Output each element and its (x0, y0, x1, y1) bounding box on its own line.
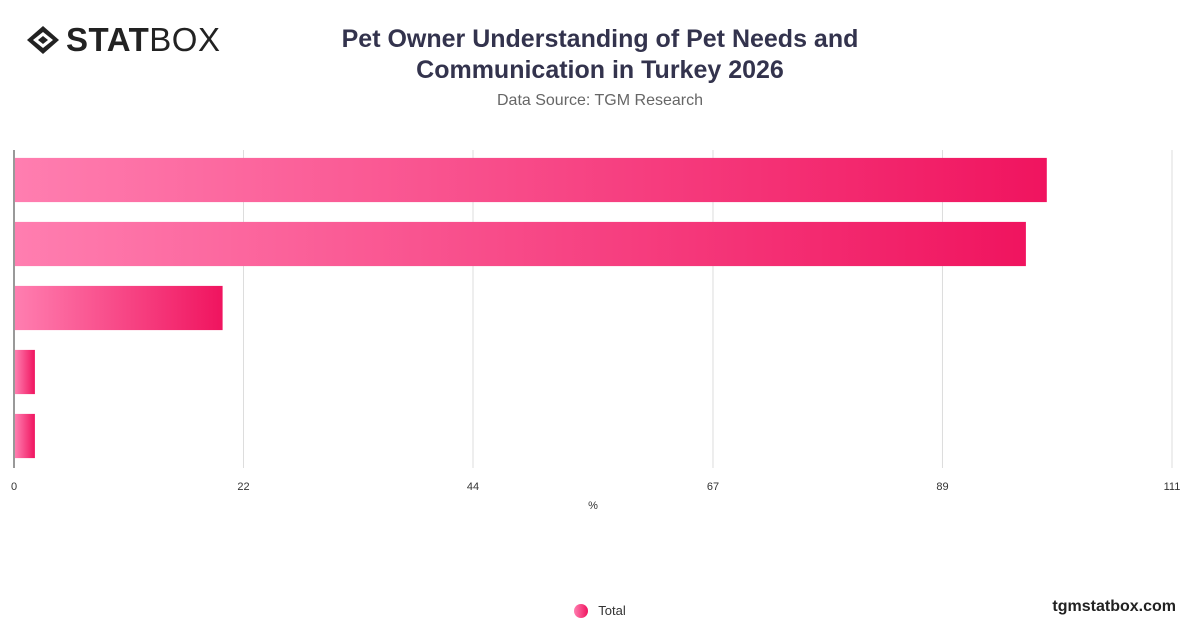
x-tick-label: 111 (1164, 481, 1181, 493)
statbox-logo: STAT BOX (26, 21, 220, 59)
logo-wordmark: STAT BOX (66, 21, 220, 59)
logo-bold-text: STAT (66, 21, 150, 58)
diamond-logo-icon (27, 26, 59, 54)
logo-light-text: BOX (149, 21, 221, 58)
x-tick-label: 44 (467, 481, 479, 493)
x-tick-label: 67 (707, 481, 719, 493)
x-tick-label: 22 (237, 481, 249, 493)
chart-subtitle: Data Source: TGM Research (496, 92, 703, 109)
x-tick-label: 0 (11, 481, 17, 493)
bar-2[interactable] (15, 221, 1026, 267)
legend[interactable]: Total (0, 603, 1200, 618)
x-tick-labels: 0 22 44 67 89 111 (11, 481, 1180, 493)
x-axis-label: % (588, 500, 598, 512)
chart-title: Pet Owner Understanding of Pet Needs and… (341, 25, 859, 84)
x-tick-label: 89 (936, 481, 948, 493)
grid-lines (243, 150, 1173, 468)
bar-3[interactable] (15, 285, 223, 331)
bar-4[interactable] (15, 349, 35, 395)
bar-5[interactable] (15, 413, 35, 459)
bar-1[interactable] (15, 157, 1047, 203)
legend-label-total: Total (598, 603, 626, 618)
legend-swatch (574, 603, 589, 618)
bars (15, 157, 1047, 459)
site-url: tgmstatbox.com (1052, 598, 1176, 615)
